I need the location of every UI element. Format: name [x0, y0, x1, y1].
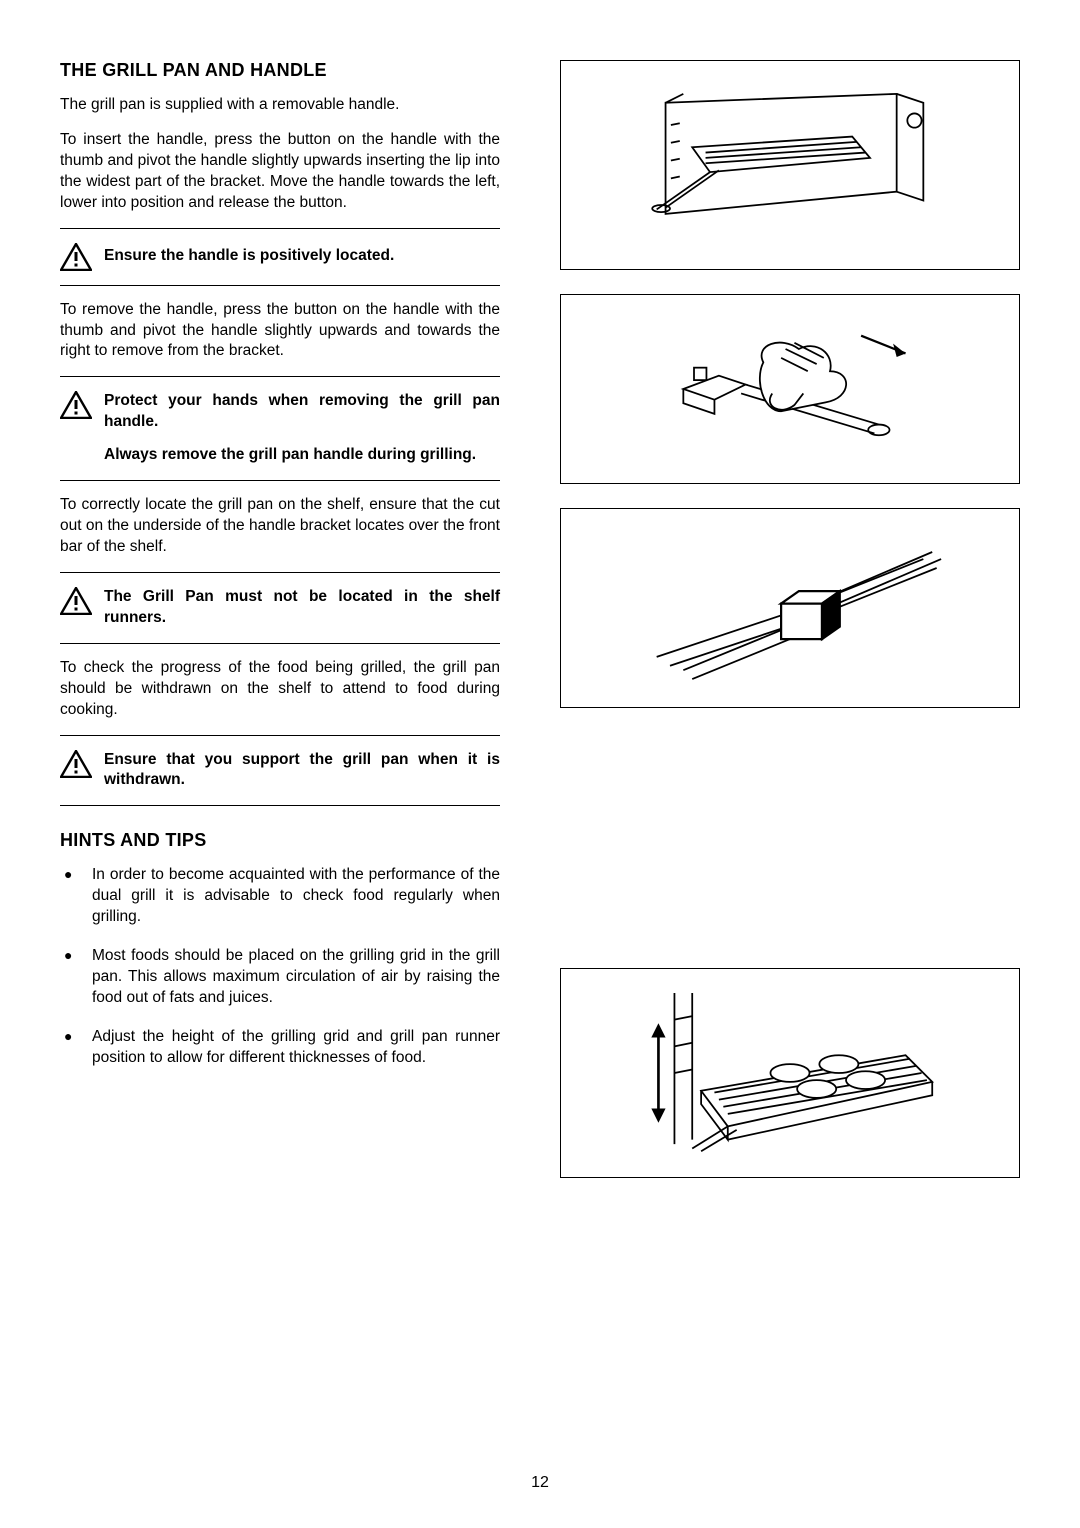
figure-grill-pan-food — [560, 968, 1020, 1178]
page-number: 12 — [0, 1474, 1080, 1492]
warning-icon — [60, 391, 92, 419]
figure-bracket-shelf — [560, 508, 1020, 708]
handle-attach-svg — [630, 304, 950, 474]
divider — [60, 572, 500, 573]
warning-text: Protect your hands when removing the gri… — [104, 391, 500, 433]
warning-text: Ensure that you support the grill pan wh… — [104, 750, 500, 792]
warning-text: Ensure the handle is positively located. — [104, 246, 500, 267]
grill-food-svg — [630, 978, 950, 1168]
warning-block: The Grill Pan must not be located in the… — [60, 587, 500, 629]
warning-block: Ensure that you support the grill pan wh… — [60, 750, 500, 792]
warning-text: The Grill Pan must not be located in the… — [104, 587, 500, 629]
list-item: Most foods should be placed on the grill… — [60, 946, 500, 1009]
bracket-shelf-svg — [630, 518, 950, 698]
warning-block: Ensure the handle is positively located. — [60, 243, 500, 271]
paragraph: The grill pan is supplied with a removab… — [60, 95, 500, 116]
divider — [60, 735, 500, 736]
oven-diagram-svg — [630, 70, 950, 260]
divider — [60, 376, 500, 377]
figure-hand-attach-handle — [560, 294, 1020, 484]
figure-oven-grill-pan — [560, 60, 1020, 270]
list-item: Adjust the height of the grilling grid a… — [60, 1027, 500, 1069]
divider — [60, 228, 500, 229]
divider — [60, 285, 500, 286]
divider — [60, 805, 500, 806]
warning-icon — [60, 750, 92, 778]
divider — [60, 480, 500, 481]
divider — [60, 643, 500, 644]
section-heading-grill-pan: THE GRILL PAN AND HANDLE — [60, 60, 500, 81]
section-heading-hints: HINTS AND TIPS — [60, 830, 500, 851]
warning-text-secondary: Always remove the grill pan handle durin… — [104, 445, 500, 466]
paragraph: To check the progress of the food being … — [60, 658, 500, 721]
tips-list: In order to become acquainted with the p… — [60, 865, 500, 1068]
right-column — [560, 60, 1020, 1178]
paragraph: To insert the handle, press the button o… — [60, 130, 500, 214]
warning-icon — [60, 587, 92, 615]
left-column: THE GRILL PAN AND HANDLE The grill pan i… — [60, 60, 500, 1178]
list-item: In order to become acquainted with the p… — [60, 865, 500, 928]
warning-block: Protect your hands when removing the gri… — [60, 391, 500, 433]
warning-icon — [60, 243, 92, 271]
paragraph: To correctly locate the grill pan on the… — [60, 495, 500, 558]
paragraph: To remove the handle, press the button o… — [60, 300, 500, 363]
